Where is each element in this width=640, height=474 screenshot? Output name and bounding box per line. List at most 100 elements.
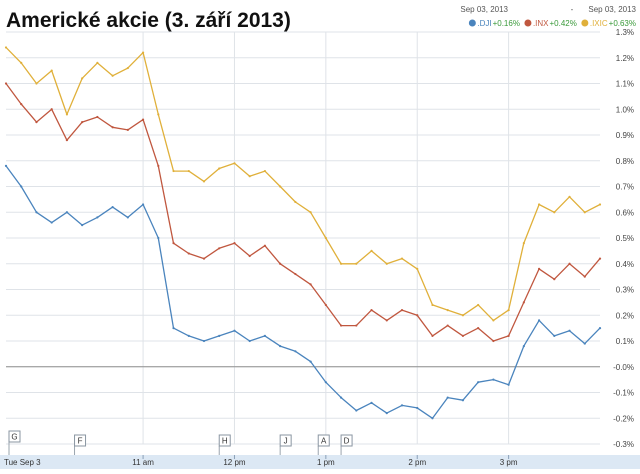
data-point-inx	[4, 82, 8, 85]
data-point-dji	[385, 412, 388, 415]
data-point-ixic	[583, 211, 586, 214]
data-point-inx	[233, 242, 236, 245]
event-marker-label: D	[344, 437, 350, 446]
y-tick-label: 1.0%	[616, 105, 634, 114]
date-range-end: Sep 03, 2013	[588, 5, 636, 14]
data-point-dji	[50, 221, 53, 224]
data-point-dji	[172, 327, 175, 330]
data-point-dji	[324, 381, 327, 384]
data-point-dji	[111, 206, 114, 209]
data-point-ixic	[370, 249, 373, 252]
x-tick-label: 11 am	[132, 458, 154, 467]
legend: +0.63%.IXIC +0.42%.INX +0.16%.DJI	[468, 19, 636, 28]
data-point-inx	[279, 262, 282, 265]
data-point-ixic	[111, 74, 114, 77]
data-point-dji	[126, 216, 129, 219]
data-point-dji	[81, 224, 84, 227]
date-range-start: Sep 03, 2013	[460, 5, 508, 14]
event-marker-d[interactable]: D	[340, 434, 353, 455]
legend-item-dji: +0.16%.DJI	[468, 19, 520, 28]
event-marker-flag[interactable]	[74, 434, 87, 447]
data-point-inx	[355, 324, 358, 327]
data-point-dji	[248, 339, 251, 343]
data-point-ixic	[492, 319, 495, 322]
data-point-dji	[492, 378, 495, 381]
data-point-ixic	[141, 51, 145, 54]
y-tick-label: 1.3%	[616, 28, 634, 37]
event-marker-a[interactable]: A	[317, 434, 330, 455]
data-point-dji	[35, 211, 38, 214]
data-point-inx	[492, 339, 495, 343]
legend-name: .DJI	[477, 19, 491, 28]
data-point-ixic	[187, 169, 190, 173]
data-point-inx	[96, 115, 99, 119]
data-point-dji	[65, 211, 69, 214]
y-tick-label: 0.8%	[616, 157, 634, 166]
data-point-dji	[20, 185, 23, 188]
event-marker-flag[interactable]	[218, 434, 231, 447]
data-point-dji	[355, 409, 358, 412]
date-range-separator: -	[571, 5, 574, 14]
event-marker-flag[interactable]	[340, 434, 353, 447]
y-tick-label: 0.4%	[616, 260, 634, 269]
data-point-ixic	[172, 169, 175, 173]
data-point-ixic	[65, 113, 69, 116]
data-point-ixic	[81, 77, 84, 80]
data-point-inx	[65, 139, 69, 142]
data-point-dji	[233, 329, 236, 332]
data-point-ixic	[446, 309, 449, 312]
data-point-inx	[294, 272, 297, 276]
data-point-inx	[263, 244, 267, 247]
data-point-ixic	[461, 314, 465, 317]
event-marker-flag[interactable]	[8, 430, 21, 443]
data-point-ixic	[416, 267, 419, 270]
data-point-dji	[522, 345, 525, 348]
data-point-dji	[461, 399, 465, 402]
event-marker-label: J	[284, 437, 288, 446]
legend-dot	[468, 19, 476, 27]
data-point-dji	[446, 396, 449, 399]
data-point-inx	[583, 275, 586, 278]
data-point-dji	[294, 350, 297, 353]
data-point-inx	[157, 164, 160, 167]
data-point-ixic	[50, 69, 53, 72]
event-marker-f[interactable]: F	[74, 434, 87, 455]
data-point-dji	[568, 329, 571, 332]
event-marker-j[interactable]: J	[279, 434, 292, 455]
data-point-ixic	[248, 175, 251, 178]
event-marker-h[interactable]: H	[218, 434, 231, 455]
legend-change: +0.16%	[493, 19, 520, 28]
data-point-inx	[248, 254, 251, 258]
data-point-inx	[339, 324, 343, 327]
data-point-ixic	[218, 167, 221, 170]
data-point-ixic	[294, 200, 297, 204]
x-axis: Tue Sep 3 11 am 12 pm 1 pm 2 pm 3 pm	[4, 455, 518, 467]
event-marker-label: A	[321, 437, 327, 446]
data-point-ixic	[96, 61, 99, 64]
y-tick-label: 0.6%	[616, 208, 634, 217]
y-tick-label: 0.9%	[616, 131, 634, 140]
data-point-inx	[416, 314, 419, 317]
data-point-ixic	[4, 46, 8, 49]
data-point-inx	[431, 334, 434, 337]
data-point-inx	[126, 128, 129, 131]
data-point-inx	[141, 118, 145, 121]
data-point-dji	[537, 319, 541, 322]
data-point-inx	[477, 327, 480, 330]
x-tick-label: 3 pm	[500, 458, 518, 467]
event-marker-flag[interactable]	[317, 434, 330, 447]
event-marker-label: F	[78, 437, 83, 446]
data-point-ixic	[309, 211, 312, 214]
y-tick-label: 0.5%	[616, 234, 634, 243]
y-axis: -0.3% -0.2% -0.1% -0.0% 0.1% 0.2% 0.3% 0.4% 0.5%…	[613, 28, 634, 449]
y-tick-label: -0.2%	[613, 414, 634, 423]
y-tick-label: 1.1%	[616, 80, 634, 89]
data-point-inx	[370, 309, 373, 312]
series-line-inx	[5, 83, 601, 342]
data-point-inx	[20, 103, 23, 106]
event-marker-flag[interactable]	[279, 434, 292, 447]
event-marker-g[interactable]: G	[8, 430, 21, 455]
data-point-inx	[218, 247, 221, 250]
